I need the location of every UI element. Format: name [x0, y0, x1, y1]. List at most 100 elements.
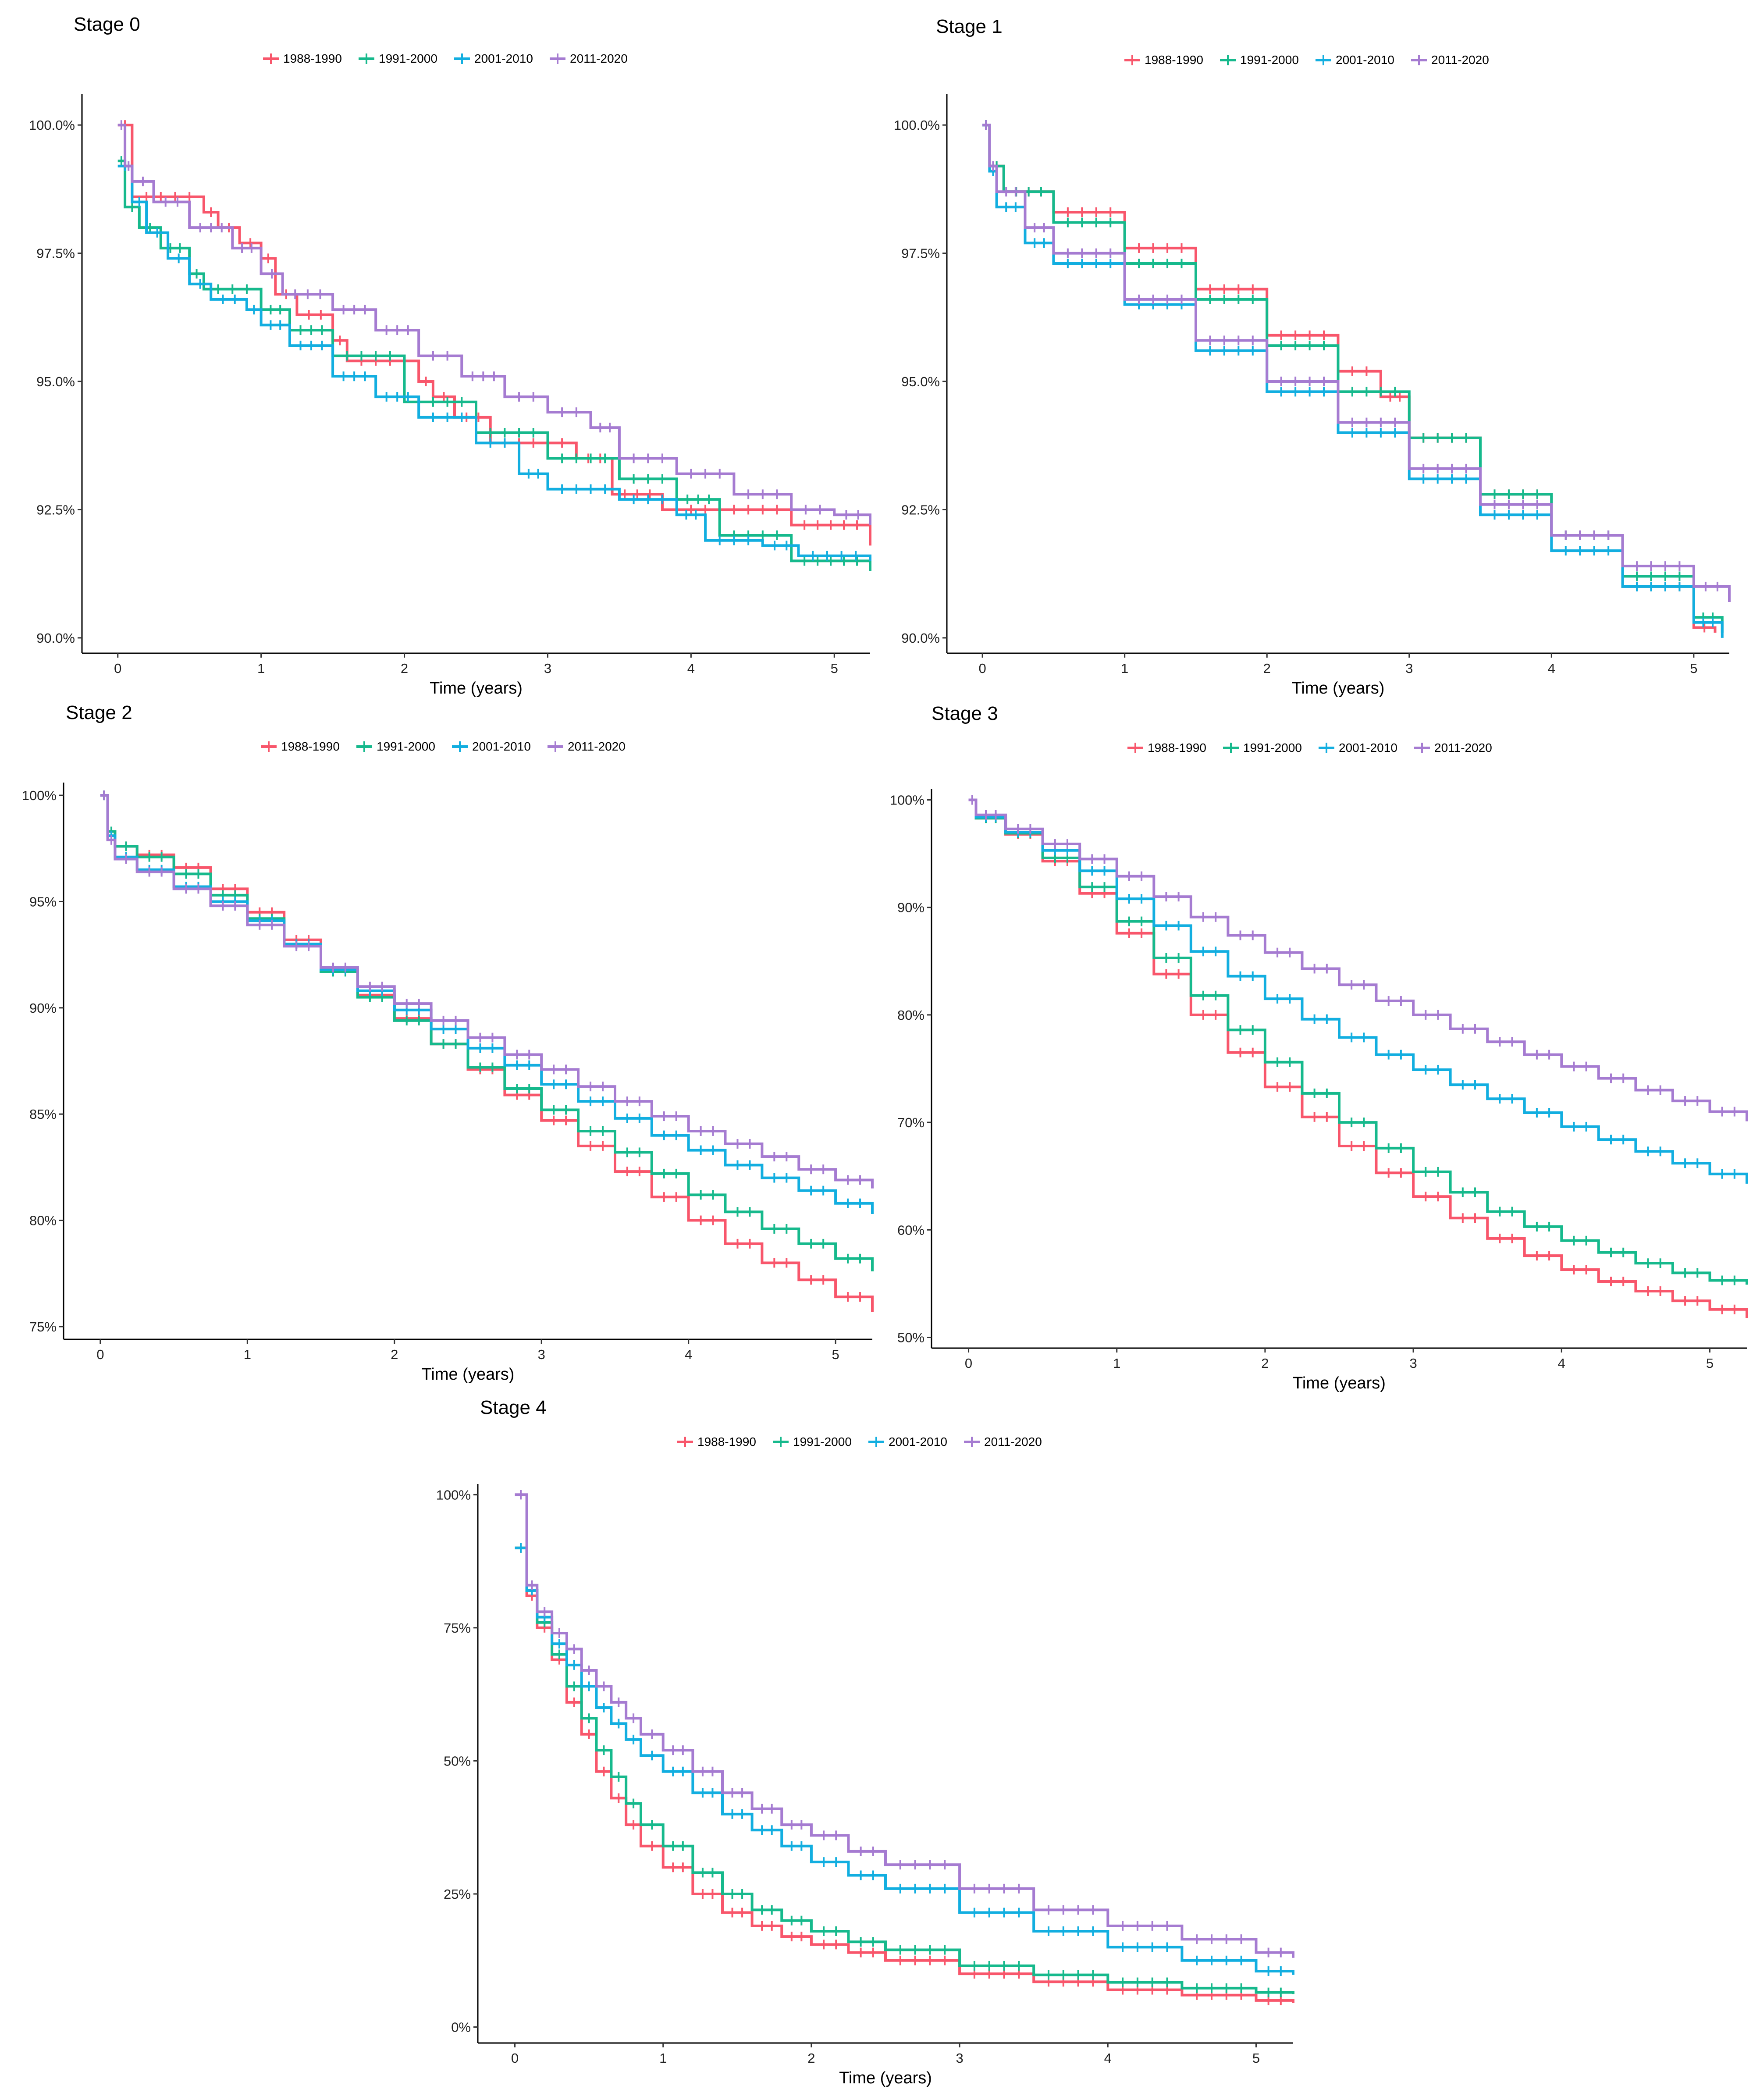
- legend-label: 1991-2000: [379, 52, 437, 65]
- legend-label: 2001-2010: [1336, 53, 1394, 67]
- x-tick-label: 0: [979, 661, 986, 676]
- panel-stage-2: Stage 2 1988-1990 1991-2000 2001-2010 2011-2…: [22, 702, 874, 1384]
- panel-title: Stage 2: [66, 702, 132, 723]
- legend-item: 1988-1990: [263, 52, 342, 65]
- y-tick-label: 85%: [29, 1107, 57, 1122]
- y-tick-label: 90.0%: [36, 630, 75, 646]
- legend-item: 2011-2020: [1414, 741, 1492, 755]
- x-tick-label: 5: [1690, 661, 1697, 676]
- x-tick-label: 3: [538, 1347, 545, 1362]
- survival-curve-1988-1990: [100, 794, 874, 1312]
- legend-label: 2011-2020: [1431, 53, 1489, 67]
- legend-item: 2001-2010: [868, 1435, 947, 1449]
- y-tick-label: 92.5%: [36, 502, 75, 517]
- legend-item: 1988-1990: [1127, 741, 1206, 755]
- survival-curve-2011-2020: [100, 794, 874, 1189]
- x-axis-title: Time (years): [422, 1365, 515, 1384]
- survival-curve-2011-2020: [117, 124, 871, 525]
- x-tick-label: 4: [1558, 1356, 1565, 1371]
- x-tick-label: 2: [807, 2050, 815, 2066]
- legend-item: 1988-1990: [261, 740, 340, 753]
- x-tick-label: 2: [401, 661, 408, 676]
- y-tick-label: 100%: [436, 1487, 471, 1502]
- x-axis-title: Time (years): [1293, 1374, 1386, 1392]
- legend-item: 2001-2010: [454, 52, 533, 65]
- legend-label: 1988-1990: [697, 1435, 756, 1449]
- y-tick-label: 25%: [444, 1886, 471, 1902]
- legend-label: 2011-2020: [568, 740, 626, 753]
- y-tick-label: 80%: [29, 1213, 57, 1228]
- panel-title: Stage 0: [74, 14, 140, 35]
- legend-label: 2001-2010: [474, 52, 533, 65]
- survival-curve-1991-2000: [515, 1546, 1294, 1994]
- x-tick-label: 0: [114, 661, 121, 676]
- legend-label: 2001-2010: [1339, 741, 1397, 755]
- y-tick-label: 60%: [897, 1222, 924, 1238]
- y-tick-label: 80%: [897, 1007, 924, 1023]
- survival-curve-2011-2020: [515, 1493, 1294, 1958]
- legend-item: 2001-2010: [1319, 741, 1397, 755]
- survival-curve-1988-1990: [515, 1546, 1294, 2003]
- x-tick-label: 1: [1121, 661, 1128, 676]
- y-tick-label: 50%: [897, 1330, 924, 1345]
- legend-item: 2001-2010: [452, 740, 531, 753]
- x-tick-label: 5: [1706, 1356, 1714, 1371]
- survival-curve-1988-1990: [982, 124, 1717, 633]
- legend-item: 1991-2000: [356, 740, 435, 753]
- x-tick-label: 0: [511, 2050, 519, 2066]
- x-tick-label: 4: [685, 1347, 692, 1362]
- panel-title: Stage 4: [480, 1397, 547, 1418]
- legend-label: 2011-2020: [984, 1435, 1042, 1449]
- legend-item: 1991-2000: [773, 1435, 852, 1449]
- legend-item: 2011-2020: [964, 1435, 1042, 1449]
- x-tick-label: 3: [1405, 661, 1413, 676]
- legend-label: 2011-2020: [1434, 741, 1492, 755]
- legend-label: 1991-2000: [793, 1435, 852, 1449]
- legend-item: 2011-2020: [1411, 53, 1489, 67]
- survival-curve-2001-2010: [117, 164, 871, 561]
- legend-item: 1991-2000: [359, 52, 437, 65]
- panel-title: Stage 1: [936, 16, 1003, 37]
- legend-label: 1988-1990: [281, 740, 340, 753]
- x-axis-title: Time (years): [839, 2069, 932, 2087]
- y-tick-label: 90%: [29, 1000, 57, 1016]
- legend-label: 1988-1990: [1148, 741, 1206, 755]
- y-tick-label: 97.5%: [36, 246, 75, 261]
- survival-curve-2001-2010: [515, 1546, 1294, 1975]
- legend-label: 2001-2010: [472, 740, 531, 753]
- x-tick-label: 2: [1263, 661, 1271, 676]
- legend-label: 1988-1990: [283, 52, 342, 65]
- legend-label: 2011-2020: [570, 52, 628, 65]
- x-tick-label: 1: [244, 1347, 251, 1362]
- legend-label: 1988-1990: [1145, 53, 1203, 67]
- legend-label: 1991-2000: [1243, 741, 1302, 755]
- legend-item: 2011-2020: [548, 740, 626, 753]
- legend-item: 1991-2000: [1220, 53, 1299, 67]
- y-tick-label: 90%: [897, 900, 924, 915]
- legend-item: 2011-2020: [550, 52, 628, 65]
- survival-curve-2011-2020: [968, 798, 1748, 1121]
- x-tick-label: 2: [1261, 1356, 1269, 1371]
- x-tick-label: 3: [956, 2050, 963, 2066]
- y-tick-label: 97.5%: [901, 246, 940, 261]
- x-tick-label: 4: [687, 661, 695, 676]
- survival-curve-2011-2020: [982, 124, 1731, 602]
- y-tick-label: 90.0%: [901, 630, 940, 646]
- panel-stage-0: Stage 0 1988-1990 1991-2000 2001-2010 2011-2…: [29, 14, 871, 698]
- survival-curve-2001-2010: [100, 794, 874, 1214]
- y-tick-label: 92.5%: [901, 502, 940, 517]
- survival-curve-1991-2000: [968, 798, 1748, 1285]
- x-tick-label: 5: [831, 661, 838, 676]
- x-axis-title: Time (years): [1292, 679, 1385, 698]
- y-tick-label: 70%: [897, 1115, 924, 1130]
- legend-label: 1991-2000: [377, 740, 435, 753]
- survival-curve-1991-2000: [100, 794, 874, 1271]
- x-tick-label: 5: [1252, 2050, 1260, 2066]
- panel-stage-4: Stage 4 1988-1990 1991-2000 2001-2010 2011-2…: [436, 1397, 1294, 2087]
- y-tick-label: 50%: [444, 1753, 471, 1769]
- survival-curve-2001-2010: [982, 124, 1724, 638]
- y-tick-label: 95.0%: [901, 374, 940, 389]
- y-tick-label: 100.0%: [894, 117, 940, 133]
- x-tick-label: 1: [257, 661, 265, 676]
- y-tick-label: 95.0%: [36, 374, 75, 389]
